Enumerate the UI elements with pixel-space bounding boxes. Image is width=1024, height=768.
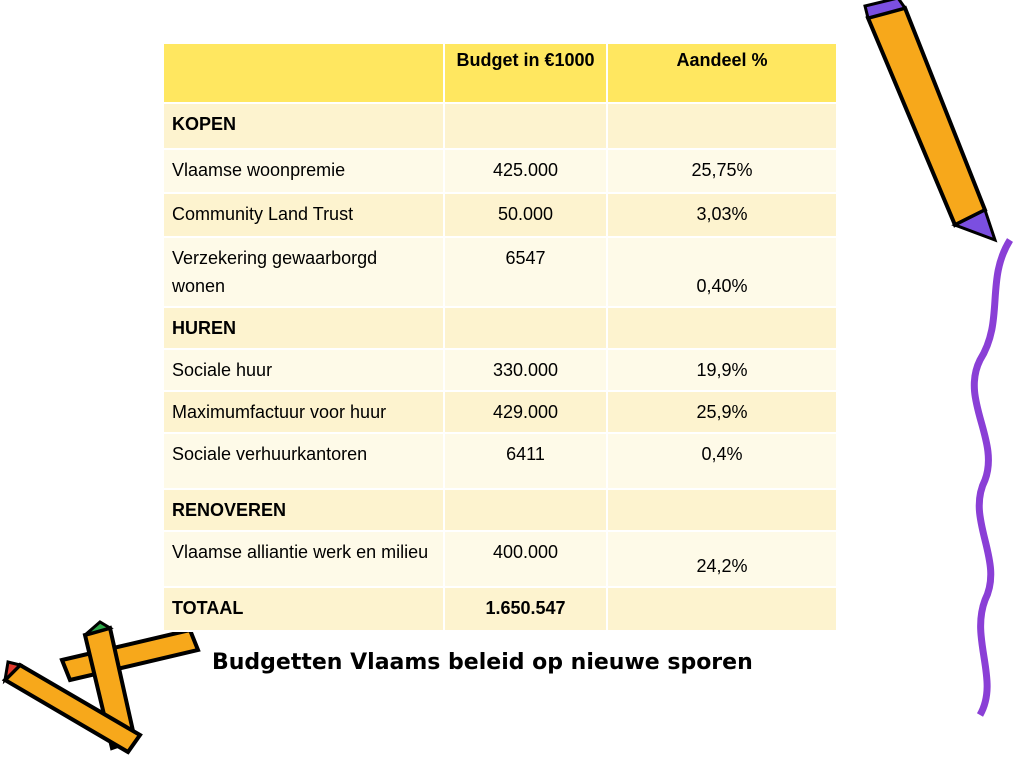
header-cell: Budget in €1000 [443,42,608,104]
pencil-right [863,0,998,243]
table-cell: TOTAAL [162,586,445,632]
header-cell [162,42,445,104]
table-cell: 3,03% [606,192,838,238]
table-cell: 330.000 [443,348,608,392]
table-cell: KOPEN [162,102,445,150]
table-cell: Maximumfactuur voor huur [162,390,445,434]
table-row: Maximumfactuur voor huur 429.000 25,9% [162,390,838,434]
header-cell: Aandeel % [606,42,838,104]
table-cell: Sociale huur [162,348,445,392]
table-cell: HUREN [162,306,445,350]
table-cell: 25,9% [606,390,838,434]
table-row: Verzekering gewaarborgd wonen 6547 0,40% [162,236,838,308]
table-cell: 0,4% [606,432,838,490]
header-row: Budget in €1000 Aandeel % [162,42,838,104]
caption: Budgetten Vlaams beleid op nieuwe sporen [212,650,753,675]
table-row: KOPEN [162,102,838,150]
table-cell: 50.000 [443,192,608,238]
table-cell: 25,75% [606,148,838,194]
table-cell [606,306,838,350]
table-cell: 0,40% [606,236,838,308]
table-cell: 19,9% [606,348,838,392]
table-row: Community Land Trust 50.000 3,03% [162,192,838,238]
pencils-left [1,620,201,755]
table-row: Sociale verhuurkantoren 6411 0,4% [162,432,838,490]
table-cell [443,306,608,350]
table-cell: Community Land Trust [162,192,445,238]
table-cell [443,102,608,150]
table-cell: Vlaamse alliantie werk en milieu [162,530,445,588]
table-cell [606,586,838,632]
table-row: Sociale huur 330.000 19,9% [162,348,838,392]
table-cell: Vlaamse woonpremie [162,148,445,194]
table-cell: RENOVEREN [162,488,445,532]
table-cell: 1.650.547 [443,586,608,632]
table-row: RENOVEREN [162,488,838,532]
table-row: Vlaamse alliantie werk en milieu 400.000 2… [162,530,838,588]
table-cell [606,488,838,532]
budget-table: Budget in €1000 Aandeel % KOPEN Vlaamse w… [162,42,838,632]
table-cell: 6547 [443,236,608,308]
table-cell: 24,2% [606,530,838,588]
table-cell: 429.000 [443,390,608,434]
table-cell: 6411 [443,432,608,490]
wavy-line [970,238,1014,717]
table-row: HUREN [162,306,838,350]
table-row: Vlaamse woonpremie 425.000 25,75% [162,148,838,194]
table-cell: 400.000 [443,530,608,588]
table-cell [606,102,838,150]
table-cell: Sociale verhuurkantoren [162,432,445,490]
table-row: TOTAAL 1.650.547 [162,586,838,632]
table-cell [443,488,608,532]
table-cell: 425.000 [443,148,608,194]
table-cell: Verzekering gewaarborgd wonen [162,236,445,308]
